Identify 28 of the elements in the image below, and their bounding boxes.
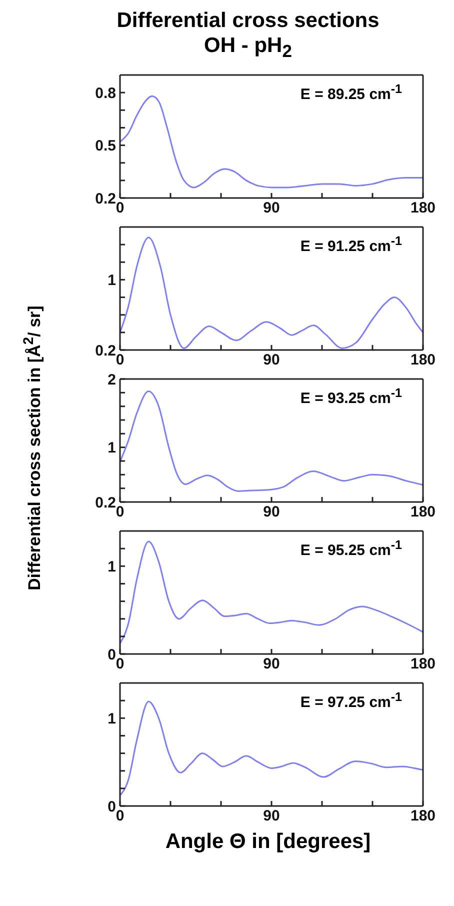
y-tick-label: 1 (108, 710, 116, 728)
x-tick-label: 90 (263, 200, 280, 217)
x-tick-label: 90 (263, 352, 280, 369)
line-series (120, 540, 423, 644)
y-tick-label: 1 (108, 558, 116, 576)
y-tick-label: 0.2 (95, 190, 116, 208)
y-tick-label: 2 (108, 371, 116, 388)
chart-title: Differential cross sections OH - pH$_{2}$ (116, 8, 380, 64)
y-tick-label: 0.8 (95, 84, 116, 102)
x-tick-label: 180 (410, 352, 436, 369)
x-tick-label: 180 (410, 808, 436, 825)
annotation: E = 95.25 cm$^{-1}$ (300, 538, 402, 559)
y-tick-label: 1 (108, 440, 116, 457)
x-axis-title: Angle Θ in [degrees] (164, 830, 372, 854)
x-tick-label: 90 (263, 504, 280, 521)
y-tick-label: 0.2 (95, 494, 116, 512)
y-tick-label: 1 (108, 272, 116, 290)
x-tick-label: 90 (263, 808, 280, 825)
y-tick-label: 0.2 (95, 342, 116, 360)
y-tick-label: 0.5 (95, 138, 116, 155)
annotation: E = 93.25 cm$^{-1}$ (300, 386, 402, 407)
annotation: E = 91.25 cm$^{-1}$ (300, 234, 402, 255)
x-tick-label: 180 (410, 656, 436, 673)
annotation: E = 97.25 cm$^{-1}$ (300, 690, 402, 711)
x-tick-label: 180 (410, 504, 436, 521)
x-tick-label: 180 (410, 200, 436, 217)
x-tick-label: 90 (263, 656, 280, 673)
annotation: E = 89.25 cm$^{-1}$ (300, 82, 402, 103)
